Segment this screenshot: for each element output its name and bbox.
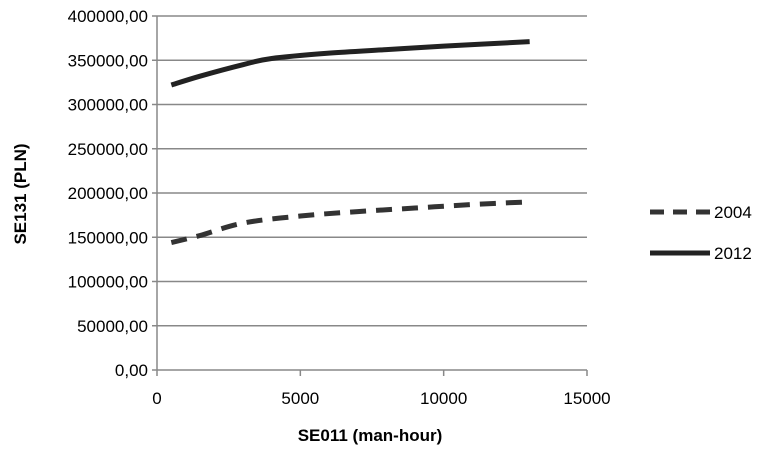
x-tick-label: 0 [152,389,161,408]
x-tick-label: 15000 [563,389,610,408]
y-tick-label: 50000,00 [77,317,148,336]
x-tick-label: 10000 [420,389,467,408]
x-tick-label: 5000 [281,389,319,408]
series-line-2004 [170,199,530,245]
legend-label-2004: 2004 [714,203,752,222]
series-line-2012 [170,39,530,88]
legend-label-2012: 2012 [714,244,752,263]
y-tick-labels: 0,00 50000,00 100000,00 150000,00 200000,00 2… [68,7,148,380]
y-tick-label: 100000,00 [68,273,148,292]
x-tick-labels: 0 5000 10000 15000 [152,389,610,408]
y-tick-label: 250000,00 [68,140,148,159]
legend: 2004 2012 [650,203,752,263]
x-axis-title: SE011 (man-hour) [298,426,443,445]
axes [152,15,588,376]
y-tick-label: 300000,00 [68,96,148,115]
series-lines [170,39,530,245]
y-tick-label: 400000,00 [68,7,148,26]
y-tick-label: 200000,00 [68,184,148,203]
gridlines [157,15,587,327]
y-axis-title: SE131 (PLN) [11,143,30,244]
y-tick-label: 350000,00 [68,51,148,70]
y-tick-label: 150000,00 [68,228,148,247]
y-tick-label: 0,00 [115,361,148,380]
